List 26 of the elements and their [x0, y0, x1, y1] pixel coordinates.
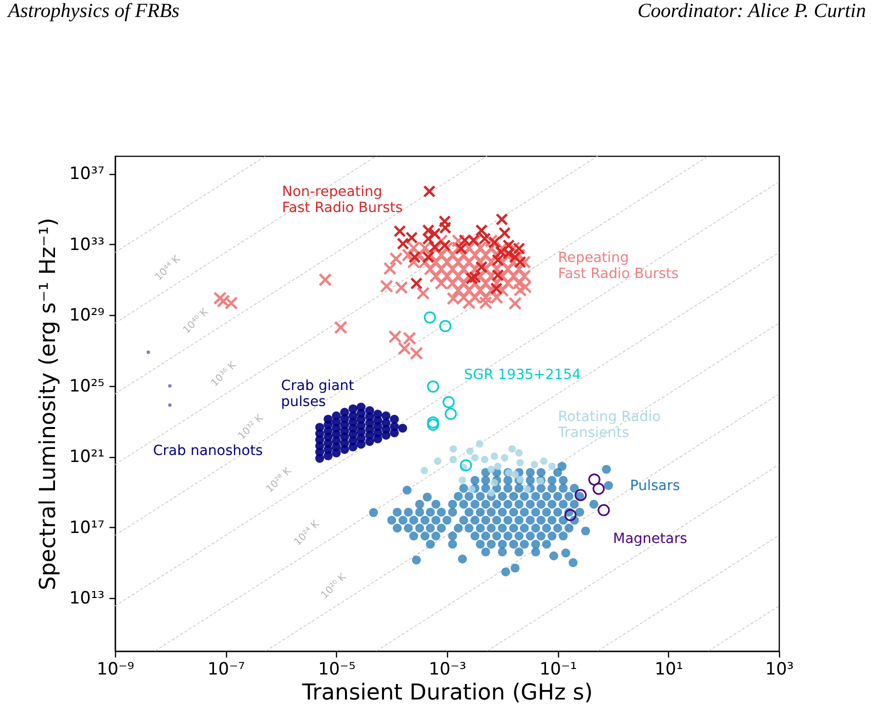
x-tick-label: 10¹	[654, 660, 684, 680]
x-tick-label: 10⁻⁹	[96, 660, 134, 680]
text: Crab nanoshots	[153, 443, 263, 459]
y-axis-title: Spectral Luminosity (erg s⁻¹ Hz⁻¹)	[36, 218, 62, 590]
y-tick-label: 10²⁵	[69, 376, 104, 396]
x-tick-label: 10⁻³	[428, 660, 466, 680]
x-axis-title: Transient Duration (GHz s)	[301, 680, 593, 706]
x-tick-label: 10⁻⁵	[318, 660, 356, 680]
series-label: Rotating Radio Transients	[557, 409, 661, 441]
series-label: Pulsars	[630, 478, 680, 494]
x-tick-label: 10⁻⁷	[207, 660, 246, 680]
y-tick-label: 10³³	[69, 234, 104, 255]
x-tick-label: 10³	[765, 660, 794, 680]
y-tick-label: 10¹⁷	[69, 518, 105, 538]
text: Astrophysics of FRBs	[8, 0, 180, 23]
series-label: Crab giant pulses	[281, 378, 355, 410]
y-tick-label: 10¹³	[69, 588, 104, 608]
series-label: Non-repeating Fast Radio Bursts	[282, 184, 403, 216]
y-tick-label: 10³⁷	[69, 164, 105, 184]
series-label: SGR 1935+2154	[464, 367, 581, 383]
y-tick-label: 10²⁹	[69, 306, 105, 326]
text: Coordinator: Alice P. Curtin	[637, 0, 866, 23]
series-label: Repeating Fast Radio Bursts	[558, 250, 679, 282]
series-label: Magnetars	[613, 531, 688, 547]
x-tick-label: 10⁻¹	[539, 660, 577, 680]
y-tick-label: 10²¹	[69, 447, 104, 468]
